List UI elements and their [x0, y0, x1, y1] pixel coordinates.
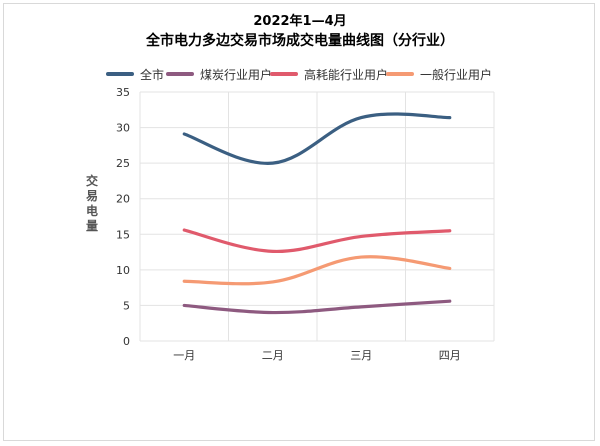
legend-label: 一般行业用户 [420, 67, 493, 82]
legend-swatch [106, 72, 134, 76]
chart-title: 2022年1—4月 [253, 14, 347, 29]
y-tick-label: 30 [116, 122, 130, 135]
y-tick-label: 10 [116, 264, 130, 277]
y-tick-label: 0 [123, 335, 130, 348]
series-lines [182, 112, 452, 315]
x-tick-labels: 一月 二月 三月 四月 [173, 349, 461, 362]
legend-item-coal[interactable]: 煤炭行业用户 [166, 66, 272, 82]
x-tick-label: 一月 [173, 349, 195, 362]
x-tick-label: 二月 [262, 349, 284, 362]
chart-frame [3, 3, 595, 441]
y-tick-label: 15 [116, 228, 130, 241]
y-tick-label: 25 [116, 157, 130, 170]
legend-item-general[interactable]: 一般行业用户 [386, 66, 492, 82]
legend: 全市 煤炭行业用户 高耗能行业用户 一般行业用户 [0, 66, 600, 82]
series-line-1[interactable] [182, 299, 452, 315]
series-line-3[interactable] [182, 255, 452, 286]
y-tick-label: 20 [116, 193, 130, 206]
y-axis-label: 交易电量 [85, 174, 98, 233]
y-tick-label: 35 [116, 86, 130, 99]
legend-swatch [166, 72, 194, 76]
legend-swatch [270, 72, 298, 76]
legend-label: 高耗能行业用户 [304, 67, 389, 82]
y-tick-label: 5 [123, 299, 130, 312]
y-tick-labels: 0 5 10 15 20 25 30 35 [116, 86, 130, 348]
chart-subtitle: 全市电力多边交易市场成交电量曲线图（分行业） [146, 33, 454, 49]
legend-label: 煤炭行业用户 [200, 67, 273, 82]
legend-swatch [386, 72, 414, 76]
series-line-2[interactable] [182, 228, 452, 253]
legend-item-quanshi[interactable]: 全市 [106, 66, 164, 82]
gridlines [139, 91, 495, 342]
legend-label: 全市 [140, 67, 165, 82]
x-tick-label: 四月 [439, 349, 461, 362]
x-tick-label: 三月 [350, 349, 372, 362]
legend-item-high-energy[interactable]: 高耗能行业用户 [270, 66, 388, 82]
series-line-0[interactable] [182, 112, 452, 165]
